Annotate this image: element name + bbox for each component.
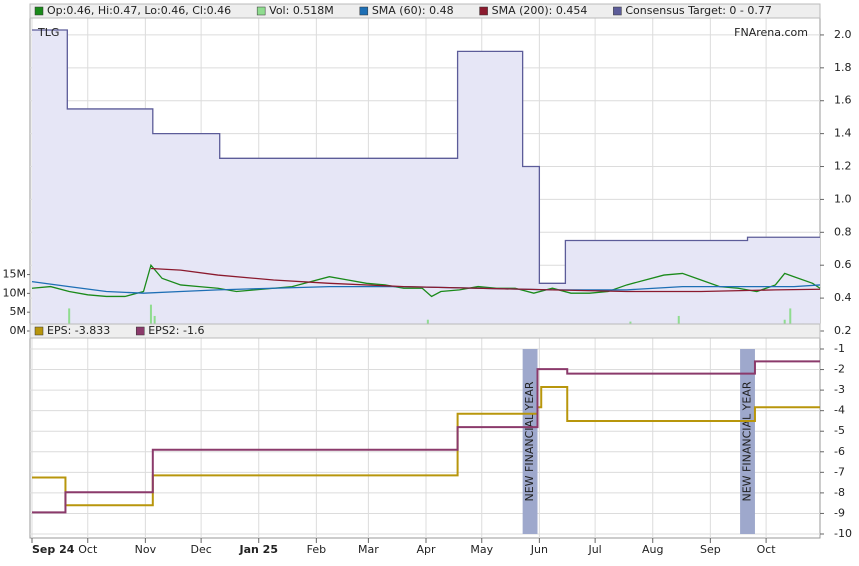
x-tick-label: Jan 25 [238,543,277,556]
series-line [31,281,821,294]
legend-label: Vol: 0.518M [269,4,334,17]
y-tick-label: 1.8 [834,61,852,74]
y-tick-label: 0.4 [834,291,852,304]
series-line [150,267,821,293]
x-tick-label: Sep 24 [32,543,75,556]
legend-swatch [34,326,44,336]
legend-swatch [613,6,622,16]
series-line [32,360,820,514]
volume-bar [789,308,792,331]
y-tick-label: -3 [834,383,845,396]
series-line [32,29,820,284]
area-fill [32,30,820,331]
annotation-band [522,349,538,534]
plot-area [29,337,821,539]
y-tick-label: 1.6 [834,94,852,107]
legend-label: SMA (60): 0.48 [372,4,454,17]
y-tick-label: 1.4 [834,127,852,140]
legend-label: SMA (200): 0.454 [492,4,588,17]
y2-tick-label: 10M [3,286,27,299]
legend-bar [29,3,821,19]
legend-swatch [359,6,369,16]
x-tick-label: Aug [642,543,663,556]
y-tick-label: 1.0 [834,192,852,205]
y2-tick-label: 15M [3,268,27,281]
x-tick-label: Mar [358,543,379,556]
brand: FNArena.com [734,26,808,39]
annotation-label: NEW FINANCIAL YEAR [523,381,536,501]
legend-swatch [256,6,266,16]
series-line [31,263,821,298]
x-tick-label: May [470,543,493,556]
x-tick-label: Jul [587,543,601,556]
legend-bar [29,323,821,339]
x-tick-label: Sep [700,543,721,556]
legend-swatch [479,6,488,16]
legend-label: Op:0.46, Hi:0.47, Lo:0.46, Cl:0.46 [47,4,231,17]
x-tick-label: Apr [416,543,436,556]
y-tick-label: -8 [834,486,845,499]
legend-swatch [34,6,44,16]
x-tick-label: Nov [135,543,157,556]
volume-bar [677,315,680,331]
volume-bar [149,304,152,331]
y-tick-label: 2.0 [834,28,852,41]
chart-title: TLG [37,26,59,39]
x-tick-label: Oct [757,543,777,556]
y-tick-label: 0.6 [834,258,852,271]
x-tick-label: Jun [530,543,548,556]
legend-label: EPS2: -1.6 [148,324,204,337]
y2-tick-label: 0M [10,324,27,337]
y-tick-label: 0.8 [834,225,852,238]
y-tick-label: -1 [834,342,845,355]
legend-swatch [135,326,145,336]
legend-label: EPS: -3.833 [47,324,110,337]
y-tick-label: -6 [834,445,845,458]
volume-bar [153,315,156,331]
y-tick-label: -7 [834,465,845,478]
volume-bar [68,308,71,331]
y-tick-label: -9 [834,506,845,519]
annotation-label: NEW FINANCIAL YEAR [741,381,754,501]
y-tick-label: -4 [834,404,845,417]
annotation-band [740,349,755,534]
y-tick-label: 1.2 [834,160,852,173]
x-tick-label: Oct [78,543,98,556]
x-tick-label: Dec [190,543,211,556]
y-tick-label: -10 [834,527,852,540]
y2-tick-label: 5M [10,305,27,318]
legend-label: Consensus Target: 0 - 0.77 [625,4,771,17]
x-tick-label: Feb [307,543,326,556]
y-tick-label: -2 [834,363,845,376]
y-tick-label: -5 [834,424,845,437]
y-tick-label: 0.2 [834,324,852,337]
